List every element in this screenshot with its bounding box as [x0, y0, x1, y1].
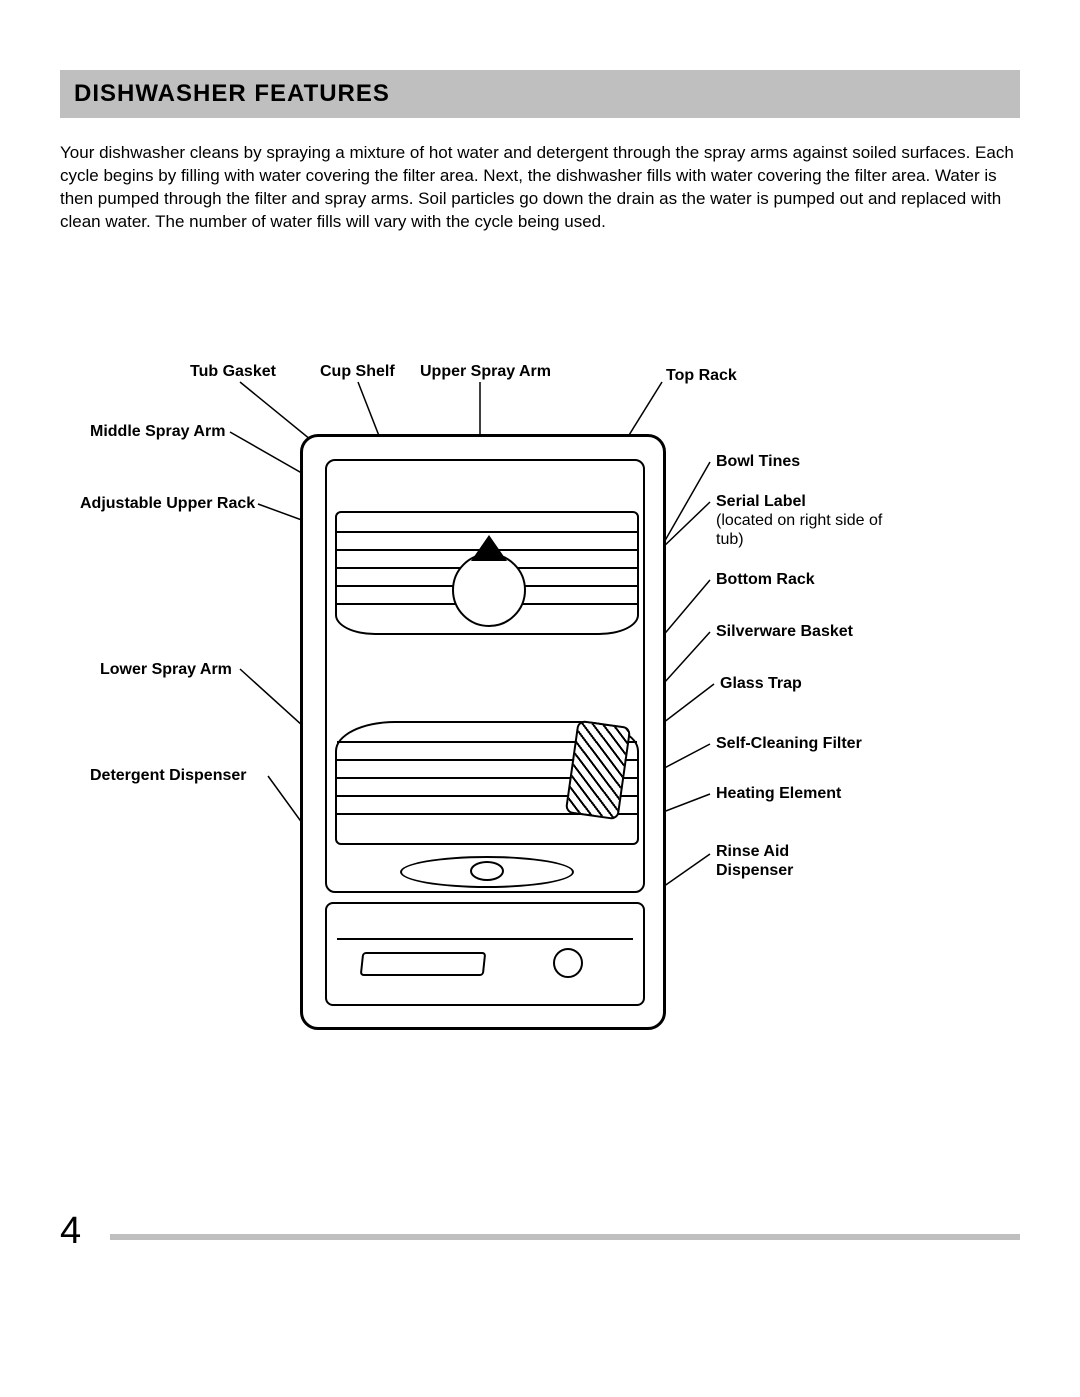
page-number: 4 [60, 1210, 81, 1253]
label-bottom-rack: Bottom Rack [716, 570, 815, 589]
label-adjustable-upper-rack: Adjustable Upper Rack [80, 494, 255, 513]
label-serial-label-sub: (located on right side of tub) [716, 511, 896, 549]
label-cup-shelf: Cup Shelf [320, 362, 395, 381]
label-middle-spray-arm: Middle Spray Arm [90, 422, 225, 441]
label-serial-label: Serial Label (located on right side of t… [716, 492, 896, 550]
middle-spray-arm-hub [452, 553, 526, 627]
label-serial-label-text: Serial Label [716, 493, 806, 510]
tub-interior [325, 459, 645, 893]
rinse-aid-dispenser [553, 948, 583, 978]
door-panel [325, 902, 645, 1006]
intro-paragraph: Your dishwasher cleans by spraying a mix… [60, 142, 1020, 234]
upper-rack [335, 511, 639, 635]
dishwasher-outline [300, 434, 666, 1030]
label-silverware-basket: Silverware Basket [716, 622, 853, 641]
label-tub-gasket: Tub Gasket [190, 362, 276, 381]
footer-rule [110, 1234, 1020, 1240]
label-bowl-tines: Bowl Tines [716, 452, 800, 471]
label-rinse-aid-dispenser: Rinse Aid Dispenser [716, 842, 793, 880]
lower-spray-arm-hub [470, 861, 504, 881]
dishwasher-diagram: Tub Gasket Cup Shelf Upper Spray Arm Top… [60, 354, 1020, 1074]
label-upper-spray-arm: Upper Spray Arm [420, 362, 551, 381]
label-top-rack: Top Rack [666, 366, 737, 385]
label-rinse-aid-line1: Rinse Aid [716, 843, 789, 860]
label-detergent-dispenser: Detergent Dispenser [90, 766, 247, 785]
label-self-cleaning-filter: Self-Cleaning Filter [716, 734, 862, 753]
section-header: DISHWASHER FEATURES [60, 70, 1020, 118]
label-lower-spray-arm: Lower Spray Arm [100, 660, 232, 679]
label-heating-element: Heating Element [716, 784, 841, 803]
detergent-dispenser [360, 952, 487, 976]
label-glass-trap: Glass Trap [720, 674, 802, 693]
label-rinse-aid-line2: Dispenser [716, 862, 793, 879]
